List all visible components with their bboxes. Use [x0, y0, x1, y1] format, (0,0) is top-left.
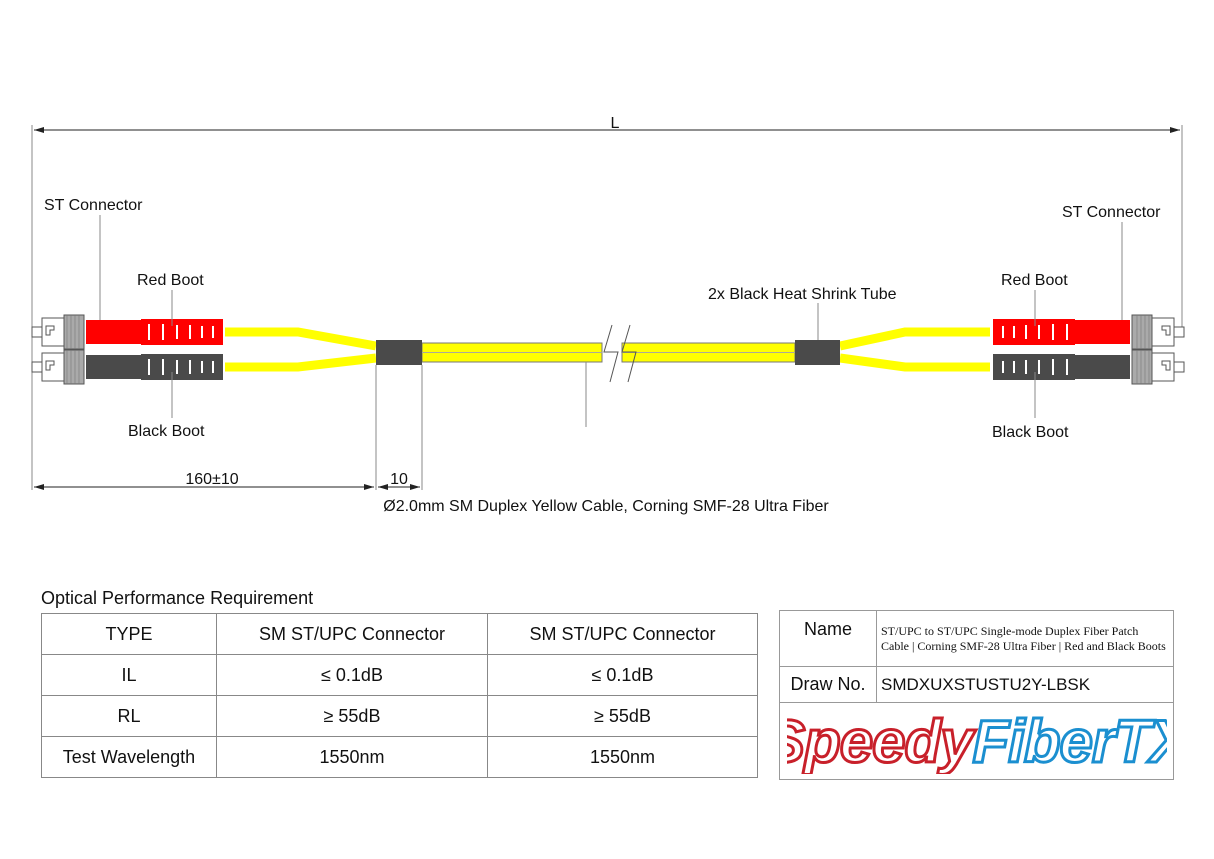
left-black-boot-label: Black Boot	[128, 423, 205, 440]
cable-drawing: L ST Connector Red Boot Black Boot ST Co…	[31, 115, 1185, 515]
right-red-boot-label: Red Boot	[1001, 272, 1068, 289]
table-row: TYPE SM ST/UPC Connector SM ST/UPC Connect…	[41, 613, 758, 655]
right-black-boot-label: Black Boot	[992, 424, 1069, 441]
table-row: Test Wavelength 1550nm 1550nm	[41, 736, 758, 778]
yellow-cable	[225, 324, 990, 383]
table-row: IL ≤ 0.1dB ≤ 0.1dB	[41, 654, 758, 696]
cell: ≤ 0.1dB	[487, 654, 758, 696]
performance-title: Optical Performance Requirement	[41, 588, 314, 608]
right-connector-red	[993, 314, 1185, 350]
left-st-connector-label: ST Connector	[44, 197, 143, 214]
left-heat-shrink	[376, 340, 422, 365]
left-connector-black	[31, 349, 223, 385]
shrink-dim-label: 10	[390, 471, 408, 488]
leader-lines	[99, 215, 1123, 490]
right-heat-shrink	[795, 340, 840, 365]
cell: ≥ 55dB	[216, 695, 488, 737]
right-connector-black	[993, 349, 1185, 385]
cell: ≤ 0.1dB	[216, 654, 488, 696]
drawno-value: SMDXUXSTUSTU2Y-LBSK	[876, 666, 1174, 703]
cell: RL	[41, 695, 217, 737]
cell: SM ST/UPC Connector	[216, 613, 488, 655]
left-red-boot-label: Red Boot	[137, 272, 204, 289]
cell: Test Wavelength	[41, 736, 217, 778]
cell: TYPE	[41, 613, 217, 655]
name-value: ST/UPC to ST/UPC Single-mode Duplex Fibe…	[876, 610, 1174, 667]
table-row: RL ≥ 55dB ≥ 55dB	[41, 695, 758, 737]
name-label: Name	[779, 610, 877, 667]
speedyfibertx-logo: SpeedyFiberTX	[763, 702, 1196, 780]
cell: ≥ 55dB	[487, 695, 758, 737]
breakout-dim-label: 160±10	[185, 471, 238, 488]
heat-shrink-label: 2x Black Heat Shrink Tube	[708, 286, 897, 303]
cell: 1550nm	[216, 736, 488, 778]
length-dimension	[31, 125, 1183, 490]
svg-text:SpeedyFiberTX: SpeedyFiberTX	[787, 708, 1167, 774]
length-label: L	[611, 115, 620, 132]
cell: SM ST/UPC Connector	[487, 613, 758, 655]
cell: 1550nm	[487, 736, 758, 778]
right-st-connector-label: ST Connector	[1062, 204, 1161, 221]
title-block: Name ST/UPC to ST/UPC Single-mode Duplex …	[763, 610, 1196, 780]
drawno-label: Draw No.	[779, 666, 877, 703]
performance-table: TYPE SM ST/UPC Connector SM ST/UPC Connect…	[41, 613, 758, 778]
left-connector-red	[31, 314, 223, 350]
cell: IL	[41, 654, 217, 696]
cable-description: Ø2.0mm SM Duplex Yellow Cable, Corning S…	[383, 498, 829, 515]
